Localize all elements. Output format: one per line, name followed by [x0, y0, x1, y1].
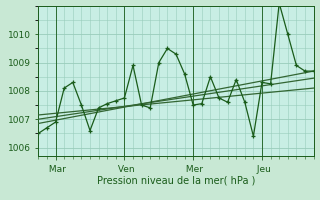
X-axis label: Pression niveau de la mer( hPa ): Pression niveau de la mer( hPa )	[97, 175, 255, 185]
